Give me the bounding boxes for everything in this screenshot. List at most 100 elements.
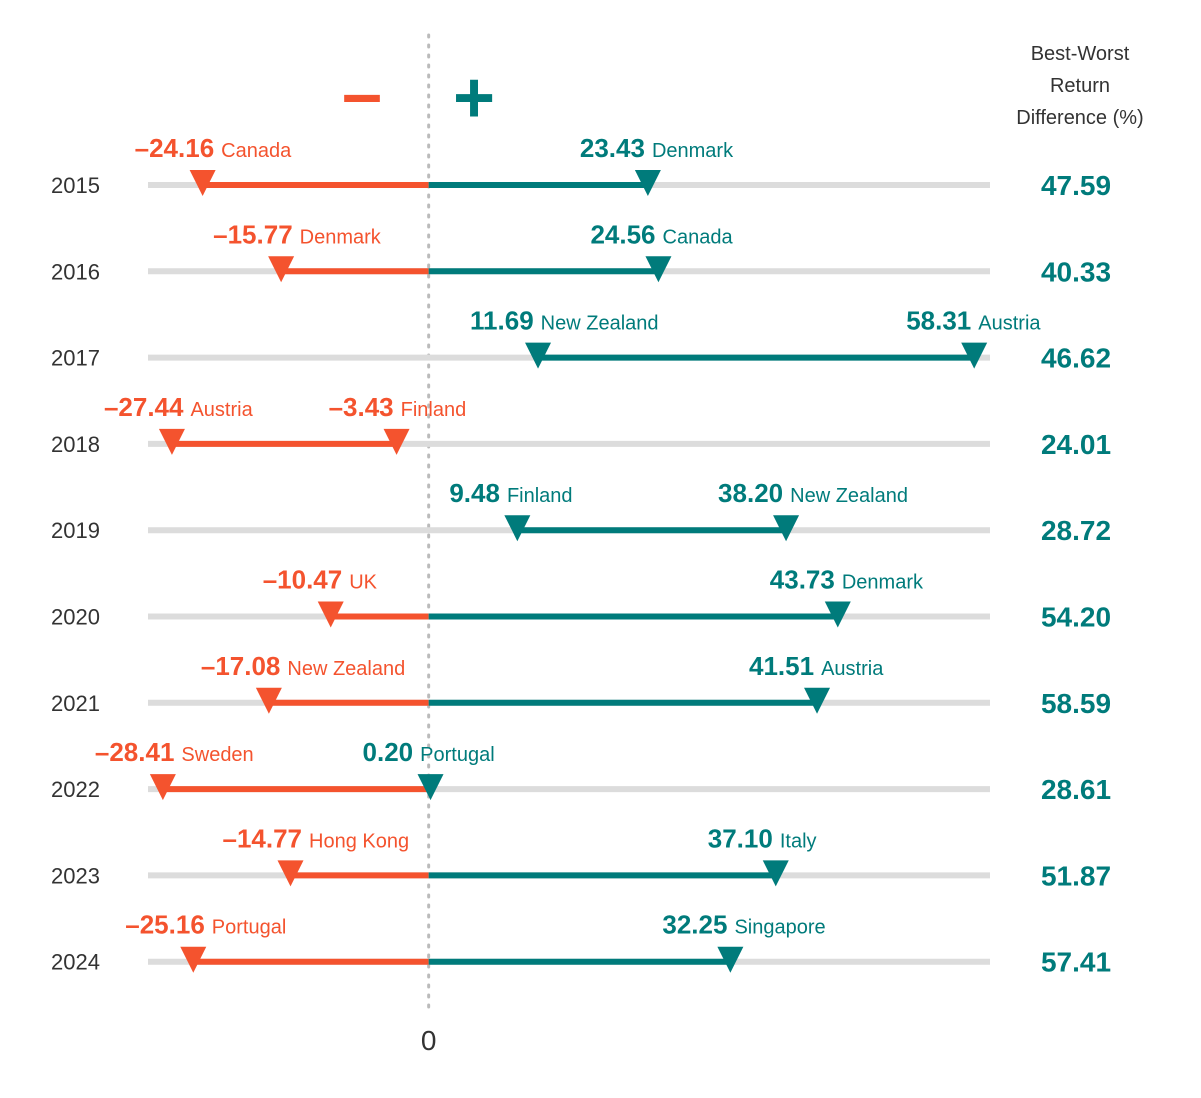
worst-label: –15.77 Denmark [213,219,382,249]
difference-value: 47.59 [1041,170,1111,201]
worst-value-label: –28.41 [95,737,175,767]
best-country: Italy [780,830,817,852]
worst-value-label: –17.08 [201,651,281,681]
worst-country: Canada [221,140,292,162]
best-country: Denmark [652,140,734,162]
worst-value-label: –25.16 [125,910,205,940]
worst-value-label: 9.48 [449,478,500,508]
worst-marker [180,946,207,973]
best-label: 41.51 Austria [749,651,884,681]
best-country: Finland [401,399,467,421]
worst-label: –14.77 Hong Kong [222,823,409,853]
worst-label: –17.08 New Zealand [201,651,405,681]
difference-value: 28.61 [1041,774,1111,805]
worst-country: New Zealand [287,658,405,680]
best-label: 58.31 Austria [906,306,1041,336]
year-label: 2015 [51,173,100,198]
worst-marker [317,601,344,628]
best-value-label: –3.43 [329,392,394,422]
difference-value: 57.41 [1041,947,1111,978]
best-value-label: 32.25 [662,910,727,940]
worst-country: Austria [190,399,253,421]
best-label: 24.56 Canada [590,219,733,249]
worst-value-label: –15.77 [213,219,293,249]
difference-value: 46.62 [1041,343,1111,374]
best-marker [762,860,789,887]
best-value-label: 41.51 [749,651,814,681]
difference-value: 54.20 [1041,602,1111,633]
best-country: Austria [821,658,884,680]
positive-symbol: + [453,58,495,138]
best-marker [417,774,444,801]
worst-value-label: –24.16 [135,133,215,163]
best-value-label: 0.20 [363,737,414,767]
best-marker [717,946,744,973]
best-marker [645,256,672,283]
year-label: 2017 [51,346,100,371]
worst-value-label: –27.44 [104,392,184,422]
best-country: Singapore [734,917,825,939]
best-value-label: 24.56 [590,219,655,249]
worst-value-label: –10.47 [263,565,343,595]
worst-country: New Zealand [541,313,659,335]
best-marker [804,687,831,714]
worst-value-label: –14.77 [222,823,302,853]
worst-marker [504,515,531,542]
best-label: 0.20 Portugal [363,737,495,767]
worst-marker [158,428,185,455]
best-value-label: 43.73 [770,565,835,595]
worst-label: –25.16 Portugal [125,910,286,940]
x-tick-label: 0 [421,1025,437,1056]
difference-title: Best-Worst Return Difference (%) [1016,43,1144,129]
best-country: Denmark [842,572,924,594]
best-marker [824,601,851,628]
best-marker [383,428,410,455]
best-label: 37.10 Italy [708,823,817,853]
best-marker [773,515,800,542]
year-label: 2020 [51,605,100,630]
worst-marker [268,256,295,283]
best-value-label: 58.31 [906,306,971,336]
difference-value: 51.87 [1041,860,1111,891]
best-country: Canada [663,226,734,248]
best-label: 23.43 Denmark [580,133,734,163]
best-label: –3.43 Finland [329,392,467,422]
worst-country: UK [349,572,377,594]
year-label: 2019 [51,518,100,543]
best-country: New Zealand [790,485,908,507]
best-label: 32.25 Singapore [662,910,825,940]
best-label: 43.73 Denmark [770,565,924,595]
best-label: 38.20 New Zealand [718,478,908,508]
best-value-label: 38.20 [718,478,783,508]
worst-country: Hong Kong [309,830,409,852]
worst-label: –24.16 Canada [135,133,292,163]
difference-value: 40.33 [1041,256,1111,287]
worst-marker [255,687,282,714]
worst-marker [525,342,552,369]
worst-country: Sweden [181,744,253,766]
year-label: 2016 [51,259,100,284]
worst-country: Finland [507,485,573,507]
best-country: Portugal [420,744,495,766]
difference-value: 58.59 [1041,688,1111,719]
worst-value-label: 11.69 [470,306,534,336]
worst-marker [189,170,216,196]
best-value-label: 37.10 [708,823,773,853]
negative-symbol: – [342,54,382,134]
year-label: 2021 [51,691,100,716]
worst-label: 9.48 Finland [449,478,572,508]
difference-value: 24.01 [1041,429,1111,460]
year-label: 2022 [51,777,100,802]
worst-label: –10.47 UK [263,565,378,595]
worst-country: Portugal [212,917,287,939]
worst-label: 11.69 New Zealand [470,306,658,336]
year-label: 2018 [51,432,100,457]
best-value-label: 23.43 [580,133,645,163]
best-marker [634,170,661,196]
worst-marker [277,860,304,887]
worst-country: Denmark [300,226,382,248]
best-country: Austria [978,313,1041,335]
worst-label: –27.44 Austria [104,392,254,422]
worst-label: –28.41 Sweden [95,737,254,767]
